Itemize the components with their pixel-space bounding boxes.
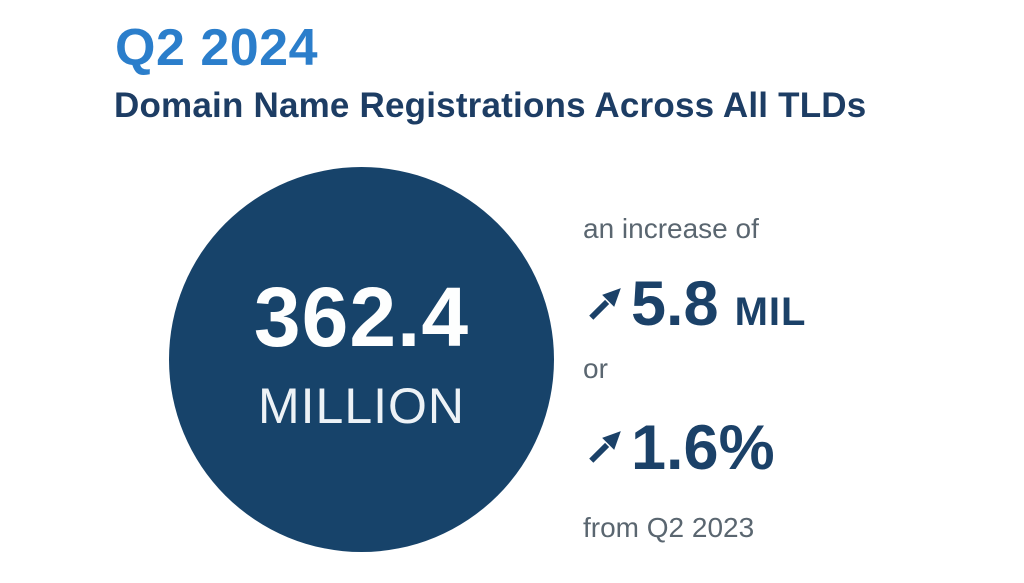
quarter-title: Q2 2024 <box>115 19 318 77</box>
comparison-period-label: from Q2 2023 <box>583 512 755 543</box>
increase-unit: MIL <box>734 290 807 334</box>
percent-stat: 1.6% <box>631 417 775 480</box>
trend-up-arrow-icon <box>589 431 621 463</box>
or-label: or <box>583 353 608 384</box>
kpi-circle: 362.4 MILLION <box>169 167 554 552</box>
percent-value: 1.6% <box>631 413 775 483</box>
increase-label: an increase of <box>583 213 759 244</box>
kpi-unit: MILLION <box>257 377 466 434</box>
increase-value: 5.8 <box>631 269 719 339</box>
page-title: Domain Name Registrations Across All TLD… <box>114 86 867 125</box>
trend-up-arrow-icon <box>589 288 621 320</box>
kpi-circle-content: 362.4 MILLION <box>254 275 469 431</box>
kpi-value: 362.4 <box>253 269 470 364</box>
increase-stat: 5.8 MIL <box>631 273 806 336</box>
